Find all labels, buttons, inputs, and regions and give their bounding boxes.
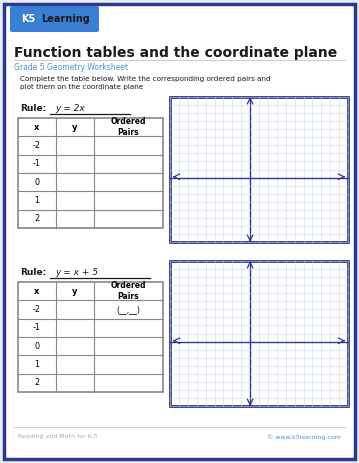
Text: Learning: Learning (41, 14, 89, 24)
FancyBboxPatch shape (10, 6, 99, 32)
Text: y: y (72, 287, 78, 296)
Bar (170, 261, 348, 406)
Text: 2: 2 (34, 378, 39, 388)
Text: Grade 5 Geometry Worksheet: Grade 5 Geometry Worksheet (14, 63, 128, 72)
Text: 0: 0 (34, 178, 39, 187)
Text: 2: 2 (34, 214, 39, 223)
Text: -2: -2 (33, 141, 41, 150)
Text: Function tables and the coordinate plane: Function tables and the coordinate plane (14, 46, 337, 60)
Text: y = x + 5: y = x + 5 (55, 268, 98, 277)
Text: Rule:: Rule: (20, 104, 46, 113)
Text: x: x (34, 123, 40, 131)
Text: x: x (34, 287, 40, 296)
Bar (18, 118, 163, 228)
Text: K5: K5 (21, 14, 35, 24)
Text: 1: 1 (34, 196, 39, 205)
Text: y = 2x: y = 2x (55, 104, 85, 113)
Text: Reading and Math for K-5: Reading and Math for K-5 (18, 434, 97, 439)
Text: Complete the table below. Write the corresponding ordered pairs and
plot them on: Complete the table below. Write the corr… (20, 76, 271, 90)
Text: Ordered
Pairs: Ordered Pairs (111, 117, 146, 137)
Text: 0: 0 (34, 342, 39, 350)
Text: Ordered
Pairs: Ordered Pairs (111, 281, 146, 301)
Text: y: y (72, 123, 78, 131)
Text: (__,__): (__,__) (117, 305, 140, 314)
Bar (170, 97, 348, 242)
Bar (18, 282, 163, 392)
Text: 1: 1 (34, 360, 39, 369)
Text: -1: -1 (33, 159, 41, 169)
Text: Rule:: Rule: (20, 268, 46, 277)
Text: -1: -1 (33, 323, 41, 332)
Text: -2: -2 (33, 305, 41, 314)
Text: © www.k5learning.com: © www.k5learning.com (267, 434, 341, 440)
